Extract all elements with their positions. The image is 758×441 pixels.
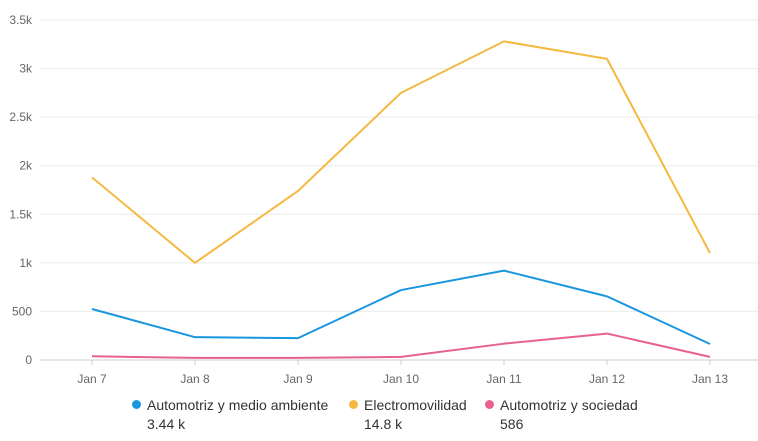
legend-label: Automotriz y sociedad (500, 397, 638, 413)
y-tick-label: 1.5k (9, 207, 33, 221)
series-line-0 (91, 269, 711, 345)
series-line-2 (91, 332, 711, 359)
legend-item-electromovilidad[interactable]: Electromovilidad 14.8 k (349, 396, 467, 434)
x-tick-label: Jan 11 (486, 372, 521, 386)
line-chart: 0 500 1k 1.5k 2k 2.5k 3k 3.5k Jan 7 Jan 8 Jan 9 Jan… (9, 13, 758, 386)
legend-item-medio-ambiente[interactable]: Automotriz y medio ambiente 3.44 k (132, 396, 328, 434)
series-line-1 (91, 40, 711, 264)
x-tick-label: Jan 7 (77, 372, 107, 386)
legend-item-sociedad[interactable]: Automotriz y sociedad 586 (485, 396, 638, 434)
legend: Automotriz y medio ambiente 3.44 k Elect… (0, 396, 758, 436)
legend-dot-icon (349, 400, 358, 409)
legend-dot-icon (485, 400, 494, 409)
x-tick-label: Jan 9 (283, 372, 313, 386)
y-tick-label: 1k (19, 256, 33, 270)
y-tick-label: 0 (25, 353, 32, 367)
legend-label: Electromovilidad (364, 397, 467, 413)
y-tick-label: 3.5k (9, 13, 33, 27)
x-tick-label: Jan 13 (692, 372, 728, 386)
legend-total: 3.44 k (147, 416, 186, 432)
y-tick-label: 2.5k (9, 110, 33, 124)
legend-total: 14.8 k (364, 416, 403, 432)
legend-label: Automotriz y medio ambiente (147, 397, 329, 413)
legend-total: 586 (500, 416, 524, 432)
x-tick-label: Jan 12 (589, 372, 625, 386)
y-tick-label: 3k (19, 62, 33, 76)
y-tick-label: 500 (12, 304, 32, 318)
x-tick-label: Jan 8 (180, 372, 210, 386)
y-tick-label: 2k (19, 159, 33, 173)
legend-dot-icon (132, 400, 141, 409)
x-tick-label: Jan 10 (383, 372, 419, 386)
